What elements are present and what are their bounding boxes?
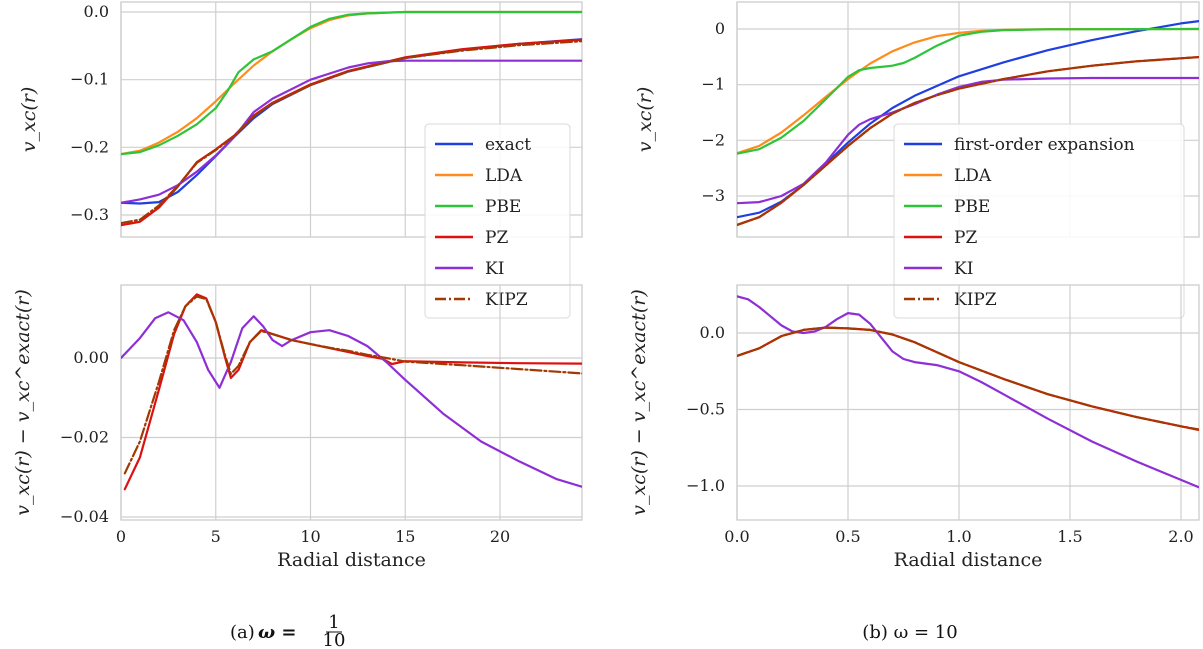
caption-a-prefix: (a) xyxy=(230,622,255,643)
series-line-kipz xyxy=(737,326,1199,431)
legend-entry: LDA xyxy=(485,166,523,186)
x-tick-label: 5 xyxy=(211,527,221,546)
legend-entry: PZ xyxy=(954,228,977,248)
panel-a-bottom: 0.00 −0.02 −0.04 0 5 10 15 20 Radial distance v_x… xyxy=(12,284,583,571)
series-line-kipz xyxy=(121,40,582,225)
y-tick-label: −0.2 xyxy=(70,137,109,156)
y-tick-label: −0.02 xyxy=(60,428,109,447)
series-line-ki xyxy=(121,311,582,488)
series-line-pz xyxy=(737,326,1199,432)
y-axis-label: v_xc(r) xyxy=(634,87,656,153)
series-group xyxy=(737,20,1199,226)
plot-frame xyxy=(120,284,583,521)
series-line-pbe xyxy=(121,10,582,156)
y-tick-label: 0.00 xyxy=(73,348,109,367)
legend-entry: KIPZ xyxy=(954,290,997,310)
y-tick-label: −0.3 xyxy=(70,205,109,224)
y-tick-label: −0.04 xyxy=(60,507,109,526)
panel-a-top: 0.0 −0.1 −0.2 −0.3 v_xc(r) xyxy=(18,1,583,238)
y-axis-label: v_xc(r) − v_xc^exact(r) xyxy=(628,289,650,515)
series-line-ki xyxy=(121,59,582,204)
legend: exact LDA PBE PZ KI KIPZ xyxy=(424,123,571,319)
x-axis-label: Radial distance xyxy=(894,549,1043,571)
plot-frame xyxy=(120,1,583,238)
y-tick-label: −1.0 xyxy=(686,476,725,495)
legend-entry: KI xyxy=(954,259,973,279)
panel-b-bottom: 0.0 −0.5 −1.0 0.0 0.5 1.0 1.5 2.0 Radial distanc… xyxy=(628,284,1200,571)
x-tick-label: 0.0 xyxy=(724,527,749,546)
x-tick-label: 10 xyxy=(300,527,320,546)
y-tick-label: −3 xyxy=(701,186,725,205)
series-line-kipz xyxy=(737,55,1199,226)
legend-entry: KIPZ xyxy=(485,290,528,310)
legend-entry: exact xyxy=(485,135,531,155)
series-line-ki xyxy=(737,76,1199,205)
series-group xyxy=(121,10,582,227)
grid xyxy=(736,285,1199,520)
legend-entry: KI xyxy=(485,259,504,279)
series-line-kipz xyxy=(123,295,582,475)
y-tick-label: −1 xyxy=(701,75,725,94)
legend-box xyxy=(893,123,1185,319)
x-tick-label: 15 xyxy=(395,527,415,546)
y-axis-label: v_xc(r) − v_xc^exact(r) xyxy=(12,289,34,515)
y-tick-label: −0.1 xyxy=(70,70,109,89)
y-tick-label: 0 xyxy=(715,19,725,38)
y-tick-label: −2 xyxy=(701,130,725,149)
caption-a-omega: ω = xyxy=(258,622,297,643)
legend-entry: PBE xyxy=(485,197,521,217)
x-tick-label: 1.5 xyxy=(1057,527,1082,546)
y-tick-label: 0.0 xyxy=(84,2,109,21)
plot-frame xyxy=(736,284,1200,521)
legend: first-order expansion LDA PBE PZ KI KIPZ xyxy=(893,123,1185,319)
legend-box xyxy=(424,123,571,319)
grid xyxy=(120,285,582,520)
caption-a-numerator: 1 xyxy=(328,612,339,633)
x-tick-label: 0 xyxy=(116,527,126,546)
y-axis-label: v_xc(r) xyxy=(18,87,40,153)
legend-entry: first-order expansion xyxy=(954,135,1135,155)
x-tick-label: 1.0 xyxy=(946,527,971,546)
x-tick-label: 2.0 xyxy=(1168,527,1193,546)
series-group xyxy=(121,293,582,491)
legend-entry: LDA xyxy=(954,166,992,186)
series-group xyxy=(737,295,1199,489)
caption-a-denominator: 10 xyxy=(323,630,346,649)
legend-entry: PBE xyxy=(954,197,990,217)
y-tick-label: 0.0 xyxy=(700,323,725,342)
series-line-pbe xyxy=(737,27,1199,155)
caption-b: (b) ω = 10 xyxy=(862,622,957,643)
y-tick-label: −0.5 xyxy=(686,400,725,419)
caption-a: (a) ω = 1 10 xyxy=(230,612,345,649)
x-tick-label: 20 xyxy=(490,527,510,546)
x-axis-label: Radial distance xyxy=(277,549,426,571)
x-tick-label: 0.5 xyxy=(835,527,860,546)
legend-entry: PZ xyxy=(485,228,508,248)
panel-b-top: 0 −1 −2 −3 v_xc(r) xyxy=(634,1,1200,238)
series-line-ki xyxy=(737,295,1199,489)
